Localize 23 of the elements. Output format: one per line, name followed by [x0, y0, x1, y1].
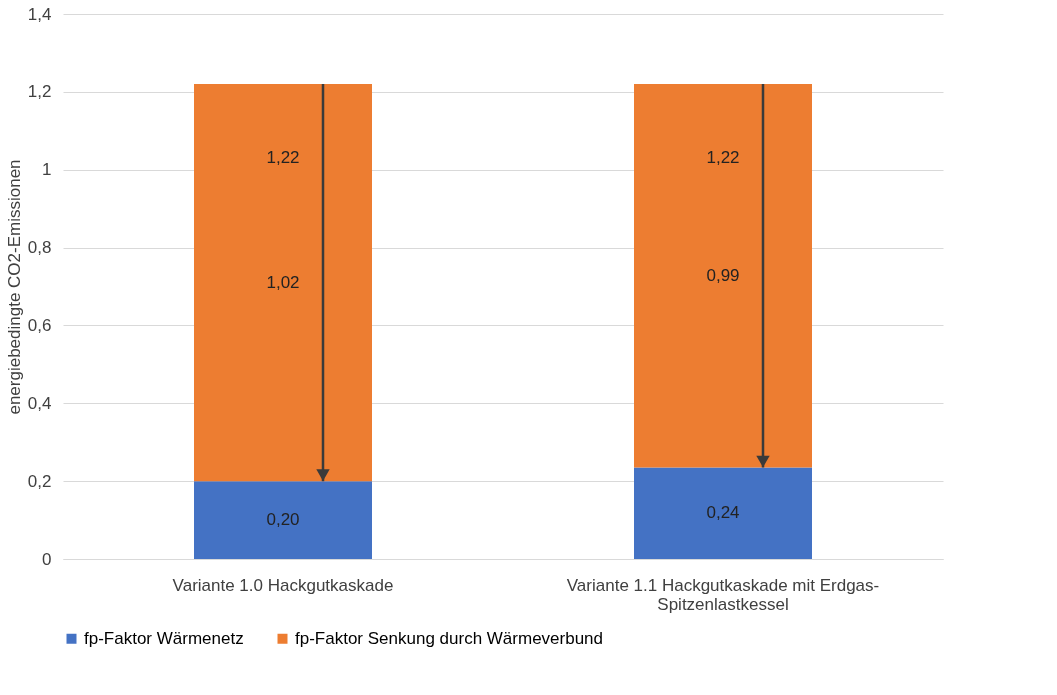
- y-tick-label: 0,6: [27, 315, 52, 335]
- total-label: 1,22: [266, 148, 300, 168]
- data-label: 0,20: [266, 510, 300, 530]
- bar: [194, 481, 372, 559]
- bar: [194, 84, 372, 482]
- data-label: 0,24: [706, 503, 740, 523]
- y-tick-label: 0,4: [27, 393, 52, 413]
- legend-label: fp-Faktor Senkung durch Wärmeverbund: [295, 628, 604, 648]
- y-tick-label: 0: [42, 549, 52, 569]
- data-label: 0,99: [706, 265, 740, 285]
- legend-label: fp-Faktor Wärmenetz: [84, 628, 244, 648]
- total-label: 1,22: [706, 148, 740, 168]
- y-tick-label: 1,4: [27, 4, 52, 24]
- y-axis-title: energiebedingte CO2-Emissionen: [4, 159, 24, 415]
- x-tick-label: Variante 1.0 Hackgutkaskade: [172, 575, 394, 595]
- bar: [634, 467, 812, 559]
- y-tick-label: 1,2: [27, 82, 52, 102]
- data-label: 1,02: [266, 272, 300, 292]
- x-tick-label: Variante 1.1 Hackgutkaskade mit Erdgas-Spitzenlastkessel: [566, 575, 880, 614]
- y-tick-label: 0,2: [27, 471, 52, 491]
- y-tick-label: 1: [42, 160, 52, 180]
- bar: [634, 84, 812, 468]
- y-tick-label: 0,8: [27, 238, 52, 258]
